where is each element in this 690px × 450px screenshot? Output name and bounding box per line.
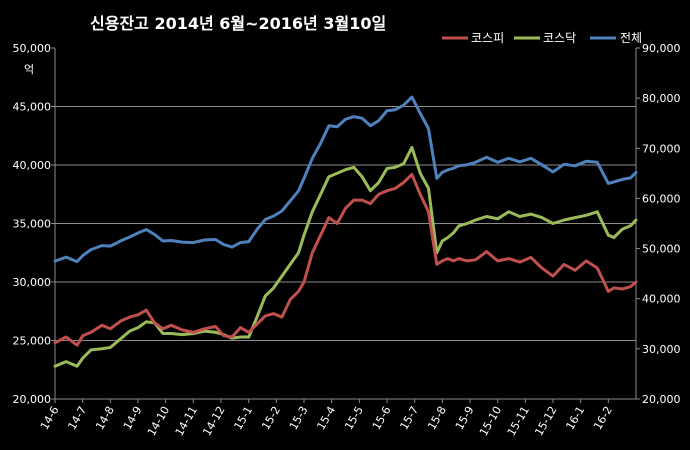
right-tick-label: 50,000 [642, 243, 681, 256]
left-tick-label: 40,000 [13, 159, 52, 172]
right-tick-label: 90,000 [642, 42, 681, 55]
legend: 코스피 코스닥 전체 [442, 31, 642, 45]
right-tick-label: 80,000 [642, 92, 681, 105]
legend-label-total: 전체 [620, 31, 642, 45]
series-line-total [53, 95, 638, 264]
right-tick-label: 40,000 [642, 293, 681, 306]
left-axis-ticks: 20,000 25,000 30,000 35,000 40,000 45,000 50,0… [13, 42, 55, 406]
legend-label-kosdaq: 코스닥 [543, 31, 576, 45]
gridlines [55, 48, 636, 399]
left-tick-label: 45,000 [13, 101, 52, 114]
chart-title: 신용잔고 2014년 6월~2016년 3월10일 [90, 14, 386, 33]
right-tick-label: 70,000 [642, 142, 681, 155]
right-axis-ticks: 20,000 30,000 40,000 50,000 60,000 70,000 80,0… [636, 42, 681, 406]
left-tick-label: 25,000 [13, 335, 52, 348]
right-tick-label: 60,000 [642, 192, 681, 205]
left-tick-label: 35,000 [13, 218, 52, 231]
right-tick-label: 20,000 [642, 393, 681, 406]
left-tick-label: 30,000 [13, 276, 52, 289]
series-line-kospi [53, 172, 638, 347]
legend-label-kospi: 코스피 [471, 31, 504, 45]
right-tick-label: 30,000 [642, 343, 681, 356]
left-axis-unit: 억 [24, 63, 34, 76]
series-lines [53, 95, 638, 368]
left-tick-label: 50,000 [13, 42, 52, 55]
left-tick-label: 20,000 [13, 393, 52, 406]
